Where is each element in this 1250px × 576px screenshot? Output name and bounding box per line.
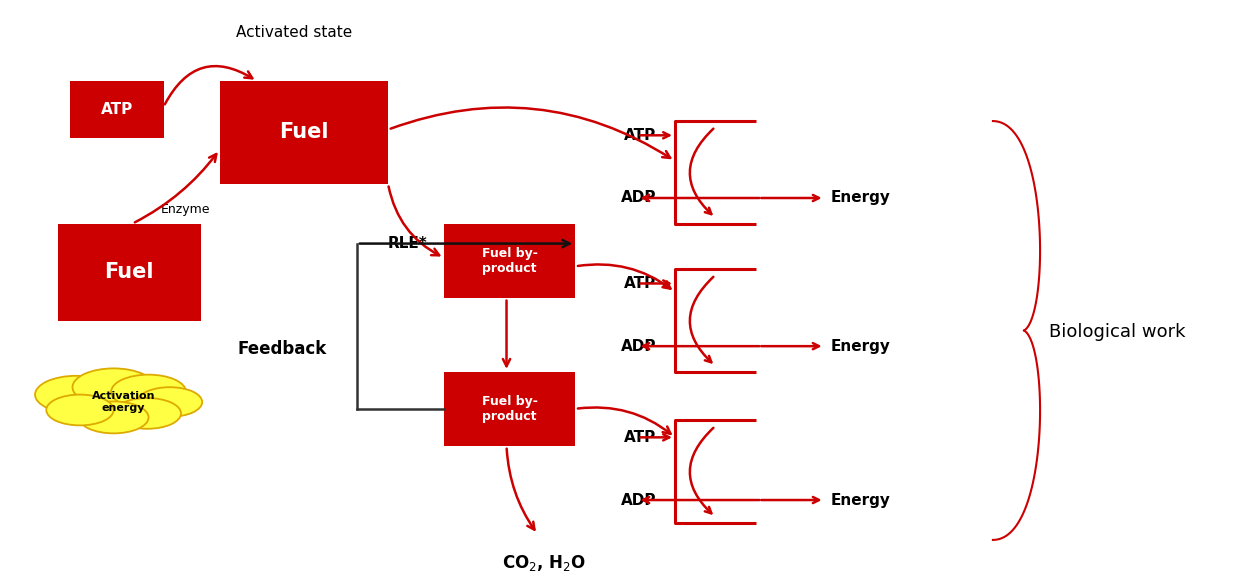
Circle shape	[46, 395, 114, 425]
FancyArrowPatch shape	[642, 195, 760, 201]
Text: ATP: ATP	[624, 430, 656, 445]
FancyArrowPatch shape	[640, 281, 669, 286]
Text: ADP: ADP	[621, 191, 656, 206]
Text: CO$_2$, H$_2$O: CO$_2$, H$_2$O	[503, 553, 586, 573]
FancyArrowPatch shape	[761, 195, 819, 201]
Circle shape	[79, 401, 149, 433]
FancyBboxPatch shape	[220, 81, 388, 184]
FancyArrowPatch shape	[642, 497, 760, 503]
Circle shape	[111, 374, 186, 409]
Text: Energy: Energy	[831, 191, 891, 206]
Circle shape	[114, 398, 181, 429]
Text: Biological work: Biological work	[1050, 323, 1186, 341]
Text: Enzyme: Enzyme	[161, 203, 211, 216]
FancyArrowPatch shape	[135, 154, 216, 222]
FancyArrowPatch shape	[389, 187, 439, 255]
Text: ATP: ATP	[624, 128, 656, 143]
Circle shape	[72, 369, 155, 406]
Text: ATP: ATP	[624, 276, 656, 291]
FancyArrowPatch shape	[761, 343, 819, 349]
FancyBboxPatch shape	[444, 372, 575, 446]
Text: Activation
energy: Activation energy	[91, 391, 155, 413]
FancyArrowPatch shape	[642, 343, 760, 349]
Circle shape	[138, 387, 202, 417]
Text: ATP: ATP	[101, 102, 132, 117]
FancyArrowPatch shape	[165, 66, 252, 104]
FancyArrowPatch shape	[578, 407, 670, 434]
FancyBboxPatch shape	[58, 223, 201, 320]
Text: Feedback: Feedback	[238, 340, 326, 358]
Text: Energy: Energy	[831, 492, 891, 507]
FancyArrowPatch shape	[690, 128, 714, 214]
FancyArrowPatch shape	[690, 277, 714, 362]
Text: ADP: ADP	[621, 339, 656, 354]
Circle shape	[35, 376, 118, 414]
FancyBboxPatch shape	[444, 223, 575, 298]
FancyArrowPatch shape	[640, 434, 669, 441]
Text: Fuel by-
product: Fuel by- product	[481, 395, 538, 423]
FancyBboxPatch shape	[70, 81, 164, 138]
FancyArrowPatch shape	[503, 301, 510, 366]
FancyArrowPatch shape	[690, 428, 714, 513]
Text: Activated state: Activated state	[236, 25, 352, 40]
FancyArrowPatch shape	[640, 132, 669, 138]
FancyArrowPatch shape	[360, 240, 570, 247]
Text: Energy: Energy	[831, 339, 891, 354]
Text: ADP: ADP	[621, 492, 656, 507]
Text: Fuel: Fuel	[279, 123, 329, 142]
Text: Fuel: Fuel	[105, 262, 154, 282]
FancyArrowPatch shape	[506, 449, 535, 530]
Text: Fuel by-
product: Fuel by- product	[481, 247, 538, 275]
FancyArrowPatch shape	[578, 264, 670, 289]
FancyArrowPatch shape	[391, 108, 670, 158]
FancyArrowPatch shape	[761, 497, 819, 503]
Text: RLE*: RLE*	[388, 236, 428, 251]
